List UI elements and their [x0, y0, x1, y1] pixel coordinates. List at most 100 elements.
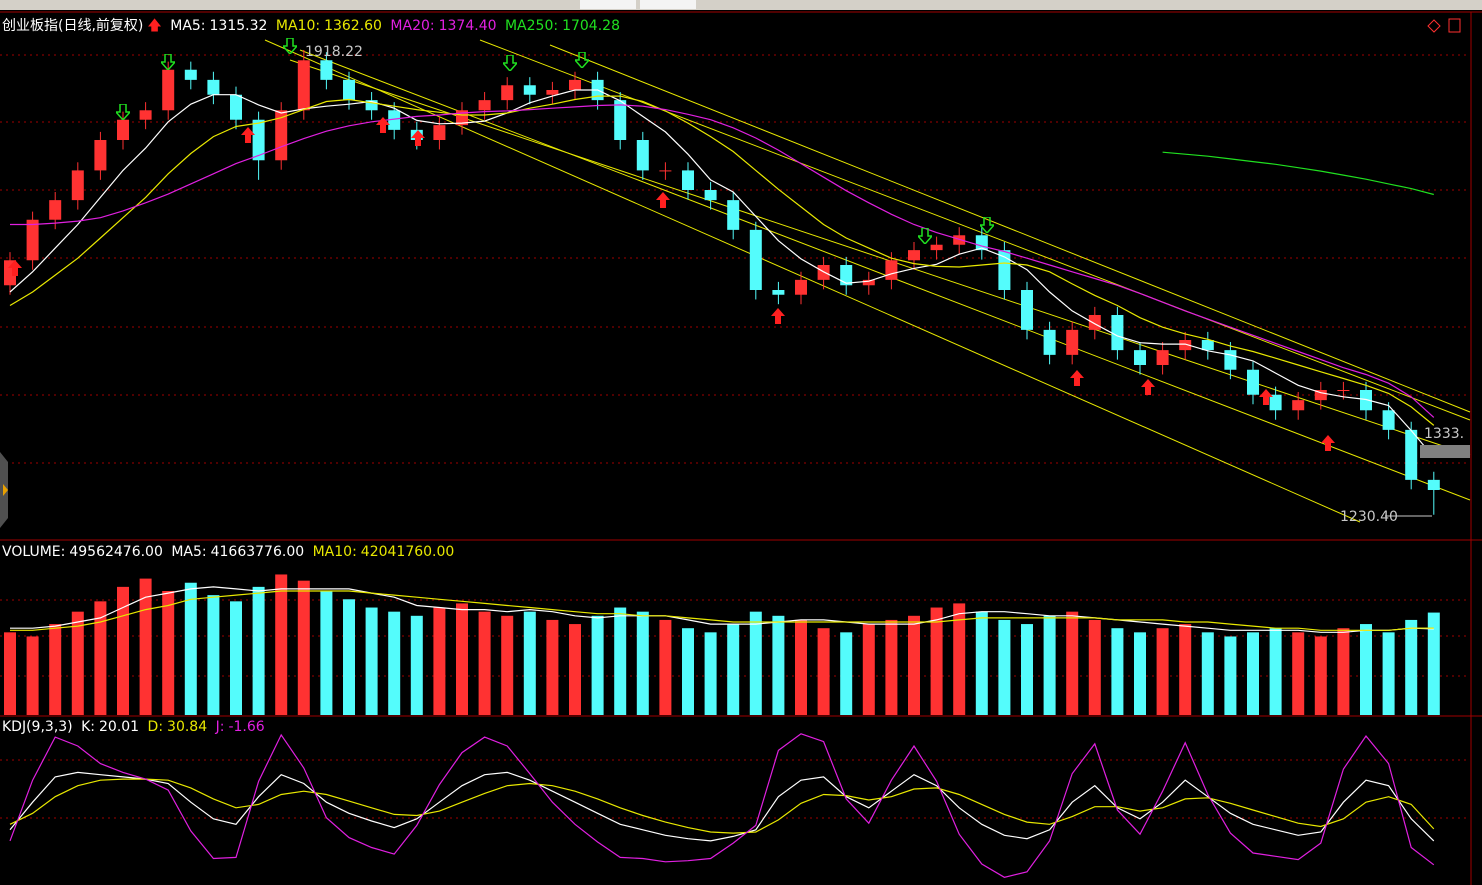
readout: 1315.32 — [209, 18, 268, 34]
legend-name: MA5: — [170, 18, 206, 34]
volume-bar — [953, 603, 966, 715]
volume-header: VOLUME: 49562476.00 MA5: 41663776.00 MA10:… — [2, 544, 458, 560]
volume-bar — [1247, 632, 1259, 715]
legend-name: D: — [147, 719, 164, 735]
volume-bar — [252, 586, 265, 715]
indicator-line — [9, 778, 1435, 834]
candle-body — [71, 170, 84, 201]
title: VOLUME: — [2, 544, 66, 560]
volume-bar — [885, 619, 898, 715]
indicator-line — [10, 104, 1435, 418]
candle-body — [207, 79, 220, 95]
readout: 1362.60 — [324, 18, 382, 34]
price-tag — [1420, 445, 1470, 458]
volume-bar — [139, 578, 152, 715]
candle-body — [1066, 329, 1079, 355]
candle-body — [320, 60, 333, 80]
icon[interactable] — [1427, 19, 1441, 33]
sell-signal — [283, 38, 297, 54]
volume-bar — [71, 611, 84, 715]
volume-bar — [320, 591, 333, 715]
candle-body — [1201, 340, 1214, 351]
tab[interactable] — [640, 0, 696, 9]
legend-name: MA250: — [504, 18, 559, 34]
candle-body — [1337, 390, 1350, 391]
volume-bar — [117, 586, 129, 715]
candle-body — [1043, 329, 1056, 355]
legend-name: MA5: — [171, 544, 207, 560]
legend-name: MA10: — [312, 544, 357, 560]
candle-body — [501, 85, 514, 101]
candle-body — [1314, 390, 1327, 401]
volume-bar — [523, 611, 536, 715]
candle-body — [252, 119, 265, 161]
volume-bar — [343, 599, 355, 715]
volume-bar — [862, 624, 875, 715]
price-annotation: 1333. — [1424, 426, 1464, 442]
candle-body — [1021, 290, 1033, 330]
candle-body — [478, 100, 491, 111]
candle-body — [840, 265, 853, 286]
candle-body — [456, 110, 468, 126]
volume-bar — [1405, 619, 1418, 715]
kdj-header: KDJ(9,3,3) K: 20.01 D: 30.84 J: -1.66 — [2, 719, 269, 735]
volume-bar — [49, 624, 62, 715]
candle-body — [162, 69, 175, 111]
candle-body — [184, 69, 197, 80]
high-annotation: 1918.22 — [305, 44, 363, 60]
candle-body — [727, 200, 740, 230]
volume-bar — [772, 615, 785, 715]
candle-body — [1134, 350, 1146, 365]
volume-bar — [840, 632, 853, 715]
candle-body — [1360, 390, 1372, 411]
volume-bar — [704, 632, 717, 715]
volume-bar — [1314, 636, 1327, 715]
volume-bar — [930, 607, 943, 715]
candle-body — [1247, 369, 1259, 395]
volume-bar — [998, 619, 1011, 715]
volume-bar — [614, 607, 627, 715]
volume-bar — [1201, 632, 1214, 715]
readout: -1.66 — [228, 719, 265, 735]
volume-bar — [1382, 632, 1395, 715]
volume-bar — [230, 601, 242, 715]
tab[interactable] — [580, 0, 636, 9]
indicator-line — [9, 89, 1435, 458]
candle-body — [1382, 410, 1395, 430]
legend-name: J: — [215, 719, 225, 735]
candle-body — [795, 279, 807, 295]
volume-bar — [162, 591, 175, 715]
volume-bar — [1269, 628, 1282, 715]
candle-body — [659, 170, 672, 172]
volume-bar — [682, 628, 694, 715]
candle-body — [49, 200, 62, 220]
volume-bar — [184, 582, 197, 715]
volume-bar — [546, 619, 559, 715]
volume-bar — [410, 615, 423, 715]
volume-bar — [1427, 612, 1440, 715]
candle-body — [772, 290, 785, 295]
volume-bar — [1337, 628, 1350, 715]
candle-body — [885, 260, 898, 280]
candle-body — [26, 219, 39, 261]
candle-body — [230, 94, 242, 120]
volume-bar — [1360, 624, 1372, 715]
volume-bar — [478, 611, 491, 715]
volume-bar — [908, 615, 920, 715]
volume-bar — [1088, 619, 1101, 715]
side-tab-arrow — [3, 484, 8, 496]
volume-bar — [501, 615, 514, 715]
up-icon: 🡅 — [147, 18, 162, 34]
signals — [8, 38, 1335, 451]
candle-body — [343, 79, 355, 101]
candle-body — [523, 85, 536, 95]
buy-signal — [1141, 379, 1155, 395]
candle-body — [117, 119, 129, 140]
volume-bar — [727, 624, 740, 715]
readout: 1704.28 — [562, 18, 620, 34]
volume-bar — [817, 628, 830, 715]
volume-bar — [1021, 624, 1033, 715]
readout: 20.01 — [99, 719, 140, 735]
volume-bar — [636, 611, 649, 715]
icon[interactable] — [1448, 18, 1461, 33]
